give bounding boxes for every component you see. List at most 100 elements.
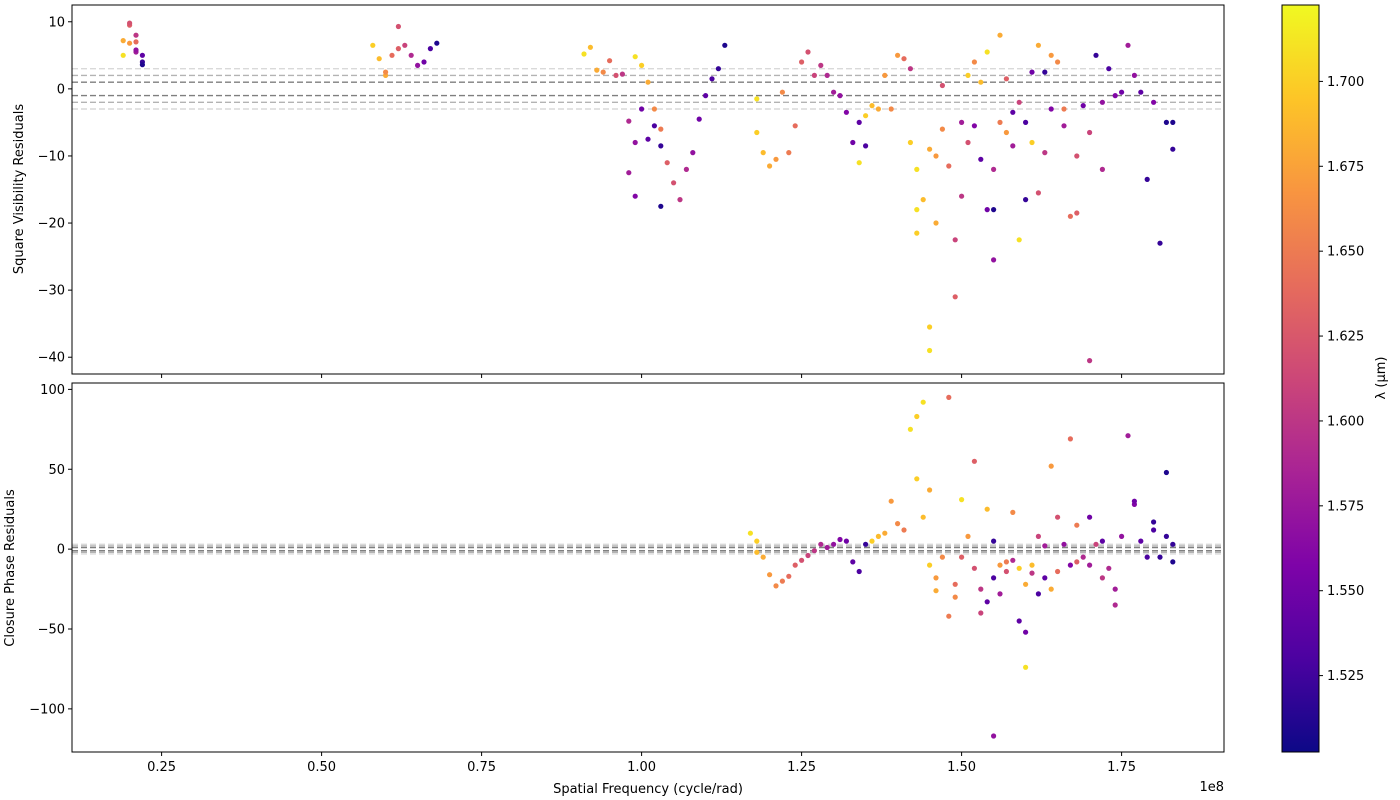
sq-visibility-reference-lines: [72, 68, 1224, 110]
closure-phase-panel: 100 50 0 −50 −100 0.25 0.50 0.75 1.00 1.25 1.50 1.…: [3, 382, 1225, 797]
closure-phase-point: [946, 394, 952, 400]
sq-visibility-point: [1023, 119, 1029, 125]
closure-phase-point: [901, 527, 907, 533]
closure-phase-point: [1029, 562, 1035, 568]
closure-phase-point: [818, 541, 824, 547]
sq-visibility-point: [139, 62, 145, 68]
sq-visibility-point: [1170, 146, 1176, 152]
sq-visibility-point: [658, 203, 664, 209]
sq-visibility-point: [754, 129, 760, 136]
sq-visibility-point: [626, 170, 632, 176]
closure-phase-point: [1093, 541, 1099, 547]
closure-phase-point: [914, 476, 920, 482]
sq-visibility-point: [127, 40, 133, 46]
closure-phase-point: [831, 541, 837, 547]
closure-phase-point: [1163, 469, 1169, 476]
sq-visibility-point: [1125, 42, 1131, 48]
closure-phase-point: [927, 487, 933, 493]
sq-visibility-point: [863, 143, 869, 149]
closure-phase-point: [1055, 568, 1061, 575]
sq-visibility-point: [856, 160, 862, 166]
sq-visibility-point: [1003, 129, 1010, 136]
closure-phase-point: [1010, 557, 1016, 563]
sq-visibility-point: [811, 72, 818, 78]
sq-visibility-point: [1157, 240, 1163, 246]
closure-phase-point: [1016, 565, 1022, 571]
closure-phase-point: [863, 541, 869, 547]
sq-visibility-point: [709, 76, 715, 82]
closure-phase-point: [747, 530, 754, 536]
sq-visibility-point: [677, 197, 683, 203]
closure-phase-point: [1125, 433, 1131, 439]
sq-visibility-point: [651, 106, 658, 112]
sq-visibility-point: [875, 106, 882, 112]
sq-visibility-point: [1010, 109, 1016, 115]
closure-phase-point: [792, 562, 798, 568]
closure-phase-y-label: Closure Phase Residuals: [3, 489, 18, 647]
closure-phase-point: [805, 552, 811, 559]
closure-phase-point: [1080, 554, 1086, 560]
sq-visibility-point: [389, 52, 395, 58]
sq-visibility-point: [1042, 150, 1048, 156]
closure-phase-y-tick-label: −100: [29, 702, 65, 717]
colorbar: 1.525 1.550 1.575 1.600 1.625 1.650 1.675 1.700…: [1281, 4, 1389, 753]
closure-phase-point: [991, 575, 997, 581]
sq-visibility-point: [607, 58, 613, 64]
closure-phase-point: [850, 559, 856, 565]
sq-visibility-point: [1106, 66, 1112, 72]
sq-visibility-point: [408, 52, 414, 58]
closure-phase-point: [933, 575, 939, 581]
sq-visibility-point: [1035, 42, 1041, 48]
sq-visibility-point: [587, 44, 594, 50]
sq-visibility-point: [1131, 72, 1137, 78]
sq-visibility-point: [133, 39, 139, 45]
colorbar-tick-label: 1.625: [1327, 330, 1364, 345]
sq-visibility-point: [1080, 103, 1086, 109]
sq-visibility-point: [434, 40, 440, 46]
sq-visibility-point: [664, 160, 670, 166]
sq-visibility-point: [882, 72, 888, 78]
closure-phase-point: [1074, 522, 1080, 528]
sq-visibility-point: [786, 150, 792, 156]
sq-visibility-point: [1163, 119, 1169, 125]
closure-phase-points: [747, 394, 1176, 739]
closure-phase-point: [907, 426, 914, 432]
closure-phase-point: [1131, 498, 1137, 504]
closure-phase-point: [1151, 527, 1157, 533]
closure-phase-point: [799, 557, 805, 563]
sq-visibility-point: [1093, 52, 1099, 58]
sq-visibility-point: [120, 52, 126, 58]
closure-phase-point: [965, 533, 971, 540]
sq-visibility-point: [1138, 89, 1144, 95]
sq-visibility-point: [645, 136, 651, 142]
closure-phase-point: [978, 586, 984, 592]
closure-phase-point: [952, 594, 958, 600]
sq-visibility-point: [1055, 59, 1061, 65]
sq-visibility-point: [1074, 153, 1080, 159]
sq-visibility-point: [1151, 99, 1157, 105]
sq-visibility-point: [127, 20, 133, 26]
closure-phase-point: [1087, 514, 1093, 520]
closure-phase-y-tick-label: 0: [57, 543, 65, 558]
sq-visibility-point: [824, 72, 830, 78]
closure-phase-point: [991, 538, 997, 544]
sq-visibility-point: [1099, 166, 1105, 172]
closure-phase-point: [824, 544, 830, 551]
sq-visibility-point: [619, 71, 626, 77]
closure-phase-point: [978, 610, 984, 616]
closure-phase-reference-lines: [72, 543, 1224, 555]
closure-phase-point: [1112, 602, 1118, 608]
sq-visibility-point: [907, 139, 914, 146]
sq-visibility-point: [997, 32, 1003, 38]
closure-phase-point: [773, 583, 779, 589]
closure-phase-point: [1048, 586, 1054, 592]
sq-visibility-point: [991, 207, 997, 213]
closure-phase-point: [786, 573, 792, 579]
sq-visibility-point: [1067, 213, 1073, 219]
sq-visibility-point: [427, 46, 433, 52]
closure-phase-point: [1035, 533, 1041, 540]
closure-phase-point: [946, 613, 952, 619]
sq-visibility-point: [869, 103, 875, 109]
closure-phase-x-tick-label: 1.00: [627, 760, 656, 775]
sq-visibility-point: [850, 139, 856, 146]
